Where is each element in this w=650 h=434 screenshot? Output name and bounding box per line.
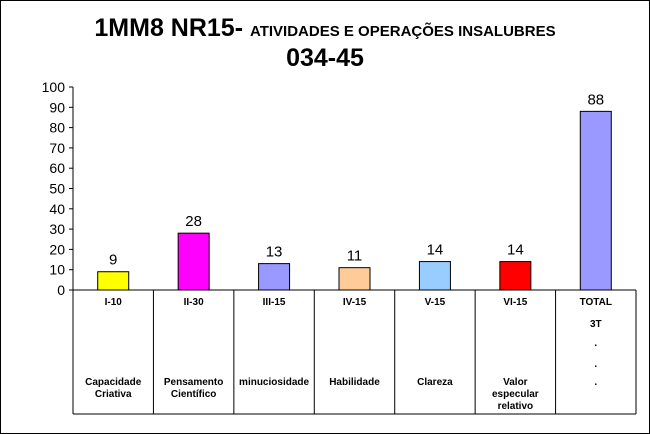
- y-tick-label: 0: [57, 282, 65, 298]
- chart-title: 1MM8 NR15- ATIVIDADES E OPERAÇÕES INSALU…: [0, 14, 650, 43]
- y-tick-label: 90: [49, 99, 65, 115]
- x-tick-label: IV-15: [342, 297, 367, 308]
- chart-subtitle: 034-45: [286, 44, 364, 72]
- bar-i-10: [97, 271, 130, 291]
- y-tick-label: 100: [42, 79, 66, 95]
- bar-ii-30: [177, 232, 210, 291]
- bar-iv-15: [338, 267, 371, 291]
- table-description: Clareza: [417, 377, 453, 388]
- table-description: relativo: [497, 401, 534, 412]
- table-description: Valor: [503, 377, 528, 388]
- table-description: Pensamento: [163, 377, 224, 388]
- x-tick-label: TOTAL: [579, 297, 612, 308]
- table-description: minuciosidade: [239, 377, 310, 388]
- x-tick-label: II-30: [183, 297, 204, 308]
- x-tick-label: V-15: [424, 297, 446, 308]
- y-tick-label: 60: [49, 160, 65, 176]
- y-tick-label: 20: [49, 241, 65, 257]
- y-tick-label: 50: [49, 181, 65, 197]
- y-tick-label: 70: [49, 140, 65, 156]
- bar-iii-15: [258, 263, 291, 291]
- chart-title-main: 1MM8 NR15-: [94, 14, 250, 42]
- table-dot: .: [594, 338, 598, 349]
- data-label: 13: [266, 244, 283, 261]
- table-description: especular: [492, 389, 539, 400]
- table-description: Capacidade: [85, 377, 142, 388]
- table-description: .: [594, 377, 598, 388]
- data-label: 9: [109, 252, 117, 269]
- table-description: Científico: [170, 389, 217, 400]
- x-tick-label: I-10: [104, 297, 122, 308]
- table-dot: .: [594, 359, 598, 370]
- data-label: 28: [185, 213, 202, 230]
- data-label: 88: [587, 91, 604, 108]
- table-description: Habilidade: [329, 377, 380, 388]
- x-tick-label: VI-15: [503, 297, 528, 308]
- table-description: Criativa: [94, 389, 132, 400]
- y-tick-label: 10: [49, 262, 65, 278]
- y-tick-label: 40: [49, 201, 65, 217]
- bar-v-15: [418, 261, 451, 291]
- y-tick-label: 30: [49, 221, 65, 237]
- chart-title-small: ATIVIDADES E OPERAÇÕES INSALUBRES: [249, 23, 556, 40]
- data-label: 11: [347, 248, 363, 265]
- y-tick-label: 80: [49, 120, 65, 136]
- bar-total: [579, 110, 612, 291]
- data-label: 14: [427, 242, 444, 259]
- table-sublabel: 3T: [589, 319, 602, 330]
- x-tick-label: III-15: [262, 297, 286, 308]
- data-label: 14: [507, 242, 524, 259]
- bar-vi-15: [499, 261, 532, 291]
